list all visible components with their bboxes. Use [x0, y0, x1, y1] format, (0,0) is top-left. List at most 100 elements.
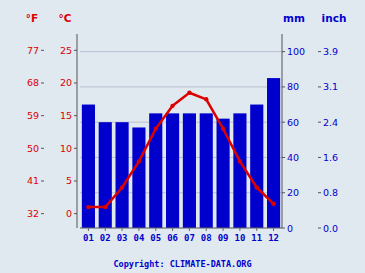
y4-tick	[41, 82, 44, 83]
x-tick	[273, 228, 274, 231]
bar	[99, 122, 112, 228]
y2-tick-label: 25	[60, 45, 72, 56]
y4-tick-label: 50	[27, 143, 39, 154]
x-tick-label: 02	[100, 233, 111, 243]
x-tick	[138, 228, 139, 231]
x-tick-label: 07	[184, 233, 195, 243]
x-tick-label: 04	[133, 233, 144, 243]
bar	[200, 113, 213, 228]
y3-tick	[318, 228, 321, 229]
y-tick	[282, 86, 285, 87]
y4-tick-label: 41	[27, 175, 39, 186]
y-tick-label: 40	[287, 152, 299, 163]
y2-axis-line	[77, 34, 78, 228]
point	[238, 159, 242, 163]
y-tick-label: 100	[287, 46, 305, 57]
x-tick-label: 12	[268, 233, 279, 243]
y4-tick-label: 68	[27, 77, 39, 88]
y2-tick-label: 20	[60, 77, 72, 88]
x-tick-label: 05	[150, 233, 161, 243]
y2-tick	[74, 180, 77, 181]
x-tick-label: 09	[218, 233, 229, 243]
x-tick-label: 08	[201, 233, 212, 243]
axis-label: °F	[26, 12, 38, 24]
bar	[183, 113, 196, 228]
line	[88, 93, 273, 207]
point	[204, 97, 208, 101]
y3-tick-label: 0.0	[323, 223, 338, 234]
plot-area	[82, 78, 280, 228]
y4-tick	[41, 115, 44, 116]
point	[120, 185, 124, 189]
y3-tick-label: 3.9	[323, 46, 338, 57]
x-tick	[105, 228, 106, 231]
y-tick	[282, 228, 285, 229]
y2-tick-label: 5	[66, 175, 72, 186]
point	[221, 127, 225, 131]
y3-tick	[318, 51, 321, 52]
x-tick	[223, 228, 224, 231]
grid-line	[80, 228, 282, 229]
point	[187, 91, 191, 95]
y-axis-line	[282, 34, 283, 228]
axis-label: mm	[283, 12, 305, 24]
y-tick-label: 60	[287, 117, 299, 128]
y3-tick	[318, 122, 321, 123]
grid-line	[80, 51, 282, 52]
bar	[132, 127, 145, 228]
y2-tick	[74, 148, 77, 149]
x-axis-line	[80, 228, 282, 229]
point	[271, 202, 275, 206]
x-tick-label: 06	[167, 233, 178, 243]
y4-tick-label: 77	[27, 45, 39, 56]
y-tick-label: 0	[287, 223, 293, 234]
x-tick	[206, 228, 207, 231]
x-tick	[239, 228, 240, 231]
y3-tick	[318, 157, 321, 158]
x-tick-label: 10	[234, 233, 245, 243]
bar	[149, 113, 162, 228]
y3-tick-label: 3.1	[323, 81, 338, 92]
y2-tick-label: 15	[60, 110, 72, 121]
x-tick-label: 03	[117, 233, 128, 243]
point	[170, 104, 174, 108]
x-tick	[88, 228, 89, 231]
bar	[82, 105, 95, 228]
x-tick-label: 01	[83, 233, 94, 243]
point	[255, 185, 259, 189]
bar	[116, 122, 129, 228]
y4-tick	[41, 213, 44, 214]
grid-line	[80, 86, 282, 87]
y3-tick-label: 0.8	[323, 187, 338, 198]
x-tick	[155, 228, 156, 231]
point	[103, 205, 107, 209]
bar	[166, 113, 179, 228]
point	[154, 127, 158, 131]
x-tick	[122, 228, 123, 231]
x-tick	[256, 228, 257, 231]
y3-tick	[318, 86, 321, 87]
y4-tick	[41, 180, 44, 181]
y-tick	[282, 192, 285, 193]
y3-tick	[318, 192, 321, 193]
y-tick-label: 80	[287, 81, 299, 92]
y2-tick	[74, 213, 77, 214]
point	[137, 159, 141, 163]
y-tick-label: 20	[287, 187, 299, 198]
y-tick	[282, 51, 285, 52]
y2-tick-label: 10	[60, 143, 72, 154]
y2-tick	[74, 50, 77, 51]
point	[86, 205, 90, 209]
y4-tick	[41, 50, 44, 51]
y2-tick	[74, 115, 77, 116]
y3-tick-label: 2.4	[323, 117, 338, 128]
axis-label: °C	[59, 12, 72, 24]
y4-tick-label: 32	[27, 208, 39, 219]
y4-tick	[41, 148, 44, 149]
y2-tick	[74, 82, 77, 83]
y4-tick-label: 59	[27, 110, 39, 121]
axis-label: inch	[322, 12, 347, 24]
bar	[267, 78, 280, 228]
chart: 0102030405060708091011120204060801000.00…	[0, 0, 365, 273]
y3-tick-label: 1.6	[323, 152, 338, 163]
